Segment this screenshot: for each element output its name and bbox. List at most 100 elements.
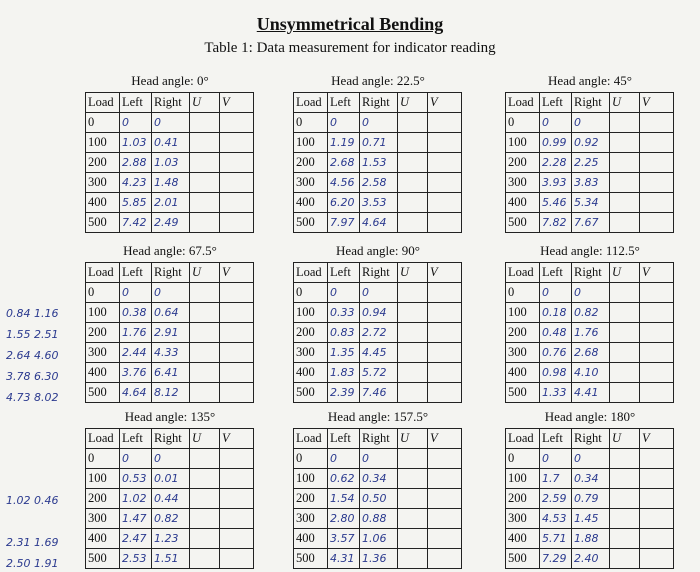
load-cell: 500 <box>293 382 328 403</box>
data-row: 300 1.47 0.82 <box>85 508 254 529</box>
data-row: 500 2.39 7.46 <box>293 382 462 403</box>
reading-cell: 4.41 <box>571 382 610 403</box>
reading-cell: 0.76 <box>539 342 572 363</box>
data-row: 100 0.18 0.82 <box>505 302 674 323</box>
empty-cell <box>189 528 220 549</box>
reading-cell: 0.53 <box>119 468 152 489</box>
reading-cell: 1.45 <box>571 508 610 529</box>
data-row: 200 2.68 1.53 <box>293 152 462 173</box>
reading-cell: 1.83 <box>327 362 360 383</box>
reading-cell: 1.02 <box>119 488 152 509</box>
empty-cell <box>189 212 220 233</box>
empty-cell <box>427 448 462 469</box>
data-row: 300 2.80 0.88 <box>293 508 462 529</box>
empty-cell <box>219 192 254 213</box>
load-cell: 0 <box>85 282 120 303</box>
reading-cell: 2.39 <box>327 382 360 403</box>
column-header: U <box>609 92 640 113</box>
margin-note: 3.78 6.30 <box>6 370 59 383</box>
reading-cell: 5.46 <box>539 192 572 213</box>
data-row: 100 1.03 0.41 <box>85 132 254 153</box>
margin-note: 2.50 1.91 <box>6 557 59 570</box>
empty-cell <box>397 382 428 403</box>
reading-cell: 0.92 <box>571 132 610 153</box>
load-cell: 0 <box>85 112 120 133</box>
reading-cell: 0 <box>151 282 190 303</box>
reading-cell: 0.62 <box>327 468 360 489</box>
column-header: U <box>397 92 428 113</box>
empty-cell <box>189 382 220 403</box>
reading-cell: 1.35 <box>327 342 360 363</box>
empty-cell <box>189 172 220 193</box>
empty-cell <box>189 282 220 303</box>
empty-cell <box>427 212 462 233</box>
reading-cell: 2.25 <box>571 152 610 173</box>
header-row: Load Left Right U V <box>293 92 462 113</box>
reading-cell: 0.48 <box>539 322 572 343</box>
reading-cell: 1.47 <box>119 508 152 529</box>
reading-cell: 0.94 <box>359 302 398 323</box>
load-cell: 100 <box>293 468 328 489</box>
empty-cell <box>609 362 640 383</box>
reading-cell: 3.83 <box>571 172 610 193</box>
reading-cell: 4.53 <box>539 508 572 529</box>
empty-cell <box>609 302 640 323</box>
load-cell: 500 <box>85 548 120 569</box>
empty-cell <box>639 322 674 343</box>
data-row: 500 7.97 4.64 <box>293 212 462 233</box>
empty-cell <box>639 112 674 133</box>
empty-cell <box>397 342 428 363</box>
margin-note: 2.31 1.69 <box>6 536 59 549</box>
empty-cell <box>219 382 254 403</box>
empty-cell <box>219 152 254 173</box>
load-cell: 100 <box>85 302 120 323</box>
empty-cell <box>639 302 674 323</box>
empty-cell <box>609 192 640 213</box>
data-table: Load Left Right U V 0 0 0 100 1.7 0.34 200 2.59 0.79 3… <box>505 428 674 569</box>
empty-cell <box>609 468 640 489</box>
reading-cell: 7.29 <box>539 548 572 569</box>
column-header: V <box>427 262 462 283</box>
data-row: 200 0.48 1.76 <box>505 322 674 343</box>
reading-cell: 2.53 <box>119 548 152 569</box>
reading-cell: 1.53 <box>359 152 398 173</box>
column-header: V <box>219 428 254 449</box>
column-header: Load <box>85 428 120 449</box>
empty-cell <box>609 508 640 529</box>
data-table: Load Left Right U V 0 0 0 100 0.33 0.94 200 0.83 2.72… <box>293 262 462 403</box>
empty-cell <box>639 382 674 403</box>
empty-cell <box>639 192 674 213</box>
reading-cell: 0 <box>119 448 152 469</box>
empty-cell <box>639 448 674 469</box>
column-header: U <box>609 428 640 449</box>
empty-cell <box>189 302 220 323</box>
empty-cell <box>189 192 220 213</box>
empty-cell <box>397 112 428 133</box>
reading-cell: 0.99 <box>539 132 572 153</box>
reading-cell: 0 <box>539 448 572 469</box>
load-cell: 300 <box>293 172 328 193</box>
reading-cell: 4.23 <box>119 172 152 193</box>
reading-cell: 0.44 <box>151 488 190 509</box>
empty-cell <box>219 488 254 509</box>
column-header: U <box>189 92 220 113</box>
reading-cell: 0.33 <box>327 302 360 323</box>
column-header: Left <box>539 92 572 113</box>
reading-cell: 1.33 <box>539 382 572 403</box>
head-angle: Head angle: 22.5° <box>331 73 425 88</box>
column-header: Right <box>571 92 610 113</box>
reading-cell: 2.28 <box>539 152 572 173</box>
load-cell: 0 <box>505 448 540 469</box>
reading-cell: 1.03 <box>151 152 190 173</box>
reading-cell: 4.56 <box>327 172 360 193</box>
empty-cell <box>397 362 428 383</box>
reading-cell: 0.98 <box>539 362 572 383</box>
column-header: V <box>639 428 674 449</box>
reading-cell: 5.34 <box>571 192 610 213</box>
load-cell: 0 <box>505 112 540 133</box>
column-header: Left <box>327 428 360 449</box>
load-cell: 300 <box>85 172 120 193</box>
load-cell: 200 <box>505 152 540 173</box>
data-row: 100 0.99 0.92 <box>505 132 674 153</box>
